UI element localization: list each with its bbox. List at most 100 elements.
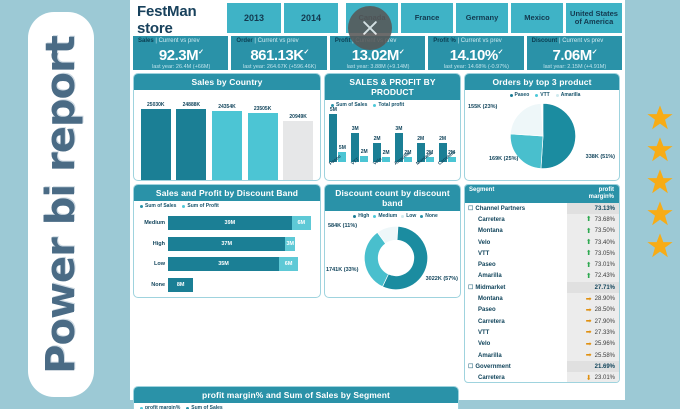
table-row[interactable]: VTT ⬆ 73.05% <box>465 248 619 260</box>
card-sales-profit-by-product[interactable]: SALES & PROFIT BY PRODUCT Sum of Sales T… <box>324 73 461 181</box>
table-row[interactable]: ☐ Channel Partners 73.13% <box>465 203 619 215</box>
expand-icon[interactable]: ☐ <box>468 364 474 371</box>
band-row[interactable]: Low 35M 6M <box>136 257 314 272</box>
table-row[interactable]: Carretera ⬇ 23.01% <box>465 372 619 382</box>
row-value-text: 25.58% <box>594 352 615 359</box>
legend-swatch <box>535 93 539 97</box>
card-sales-by-country[interactable]: Sales by Country 25030K 24888K 24354K 23505… <box>133 73 321 181</box>
pie-slice[interactable] <box>382 225 429 291</box>
bar-group[interactable]: 23505K <box>247 102 278 180</box>
legend-swatch <box>353 214 357 218</box>
country-slicer-option[interactable]: France <box>401 3 453 33</box>
row-value-text: 73.68% <box>594 216 615 223</box>
bar-group[interactable]: 2M 2M <box>416 114 434 162</box>
table-row[interactable]: Amarilla ⬆ 72.43% <box>465 270 619 283</box>
band-row[interactable]: Medium 39M 6M <box>136 216 314 231</box>
pie-plot: 155K (23%) 169K (25%) 338K (51%) <box>465 98 619 180</box>
table-row[interactable]: Velo ⬆ 73.40% <box>465 236 619 249</box>
bar-group[interactable]: 5M 5M <box>329 107 347 162</box>
legend-swatch <box>331 103 334 107</box>
country-slicer-option[interactable]: United States of America <box>566 3 622 33</box>
legend-item: Low <box>401 213 416 219</box>
legend-swatch <box>186 406 190 409</box>
table-row[interactable]: Paseo ⬆ 73.01% <box>465 259 619 271</box>
trend-up-icon: ⬆ <box>585 227 592 235</box>
bar-group[interactable]: 3M 2M <box>351 114 369 162</box>
bar-group[interactable]: 25030K <box>140 102 171 180</box>
row-value-text: 72.43% <box>594 273 615 280</box>
band-label: None <box>151 281 165 288</box>
table-row[interactable]: Montana ⬆ 73.50% <box>465 225 619 237</box>
card-title: Orders by top 3 product <box>465 74 619 90</box>
legend-label: Total profit <box>378 102 405 108</box>
row-value-text: 23.01% <box>594 375 615 382</box>
kpi-trend-mark: ✓ <box>198 49 204 56</box>
row-value-text: 73.40% <box>594 239 615 246</box>
table-row[interactable]: Amarilla ➡ 25.58% <box>465 349 619 362</box>
expand-icon[interactable]: ☐ <box>468 285 474 292</box>
kpi-subtext: last year: 3.88M (+9.14M) <box>346 64 410 70</box>
bar <box>211 111 242 180</box>
visual-row-1: Sales by Country 25030K 24888K 24354K 23505… <box>133 73 622 181</box>
country-slicer-option[interactable]: Germany <box>456 3 508 33</box>
visual-row-2: Sales and Profit by Discount Band Sum of… <box>133 184 622 383</box>
close-icon[interactable] <box>348 6 392 50</box>
dashboard-canvas: FestMan store Financial analysis report … <box>130 0 625 409</box>
bar-group[interactable]: 2M 2M <box>438 114 456 162</box>
star-icon <box>647 201 673 226</box>
card-sales-profit-by-discount-band[interactable]: Sales and Profit by Discount Band Sum of… <box>133 184 321 298</box>
bar-group[interactable]: 24354K <box>211 102 242 180</box>
table-row[interactable]: ☐ Midmarket 27.71% <box>465 282 619 294</box>
legend: Sum of Sales Sum of Profit <box>134 201 320 209</box>
row-value-text: 27.71% <box>594 284 615 291</box>
bar-profit: 2M <box>382 150 391 162</box>
bar-sales: 35M <box>168 257 280 272</box>
bar-group[interactable]: 3M 2M <box>394 114 412 162</box>
year-slicer-option[interactable]: 2013 <box>227 3 281 33</box>
band-row[interactable]: High 37M 3M <box>136 236 314 251</box>
year-slicer-option[interactable]: 2014 <box>284 3 338 33</box>
table-row[interactable]: Paseo ➡ 28.50% <box>465 304 619 316</box>
kpi-value: 7.06M✓ <box>552 47 598 64</box>
pie-slice[interactable] <box>510 133 544 169</box>
card-discount-count-by-band[interactable]: Discount count by discount band High Med… <box>324 184 461 298</box>
bar-sales: 2M <box>438 136 447 162</box>
bar-value-label: 2M <box>439 136 447 142</box>
band-row[interactable]: None 8M <box>136 277 314 292</box>
row-value: ➡ 27.90% <box>567 315 619 328</box>
kpi-header: Profit % | Current vs prev <box>433 38 519 45</box>
kpi-card[interactable]: Order | Current vs prev 861.13K✓ last year… <box>231 36 327 70</box>
row-label-text: Carretera <box>478 216 505 223</box>
table-row[interactable]: Carretera ⬆ 73.68% <box>465 214 619 226</box>
trend-up-icon: ⬆ <box>585 216 592 224</box>
bar-group[interactable]: 2M 2M <box>373 114 391 162</box>
table-row[interactable]: Velo ➡ 25.96% <box>465 338 619 350</box>
row-label-text: Montana <box>478 228 503 235</box>
pie-label-paseo: 338K (51%) <box>585 154 615 160</box>
card-profit-margin-sales-by-segment[interactable]: profit margin% and Sum of Sales by Segme… <box>133 386 459 409</box>
expand-icon[interactable]: ☐ <box>468 206 474 213</box>
kpi-card[interactable]: Profit % | Current vs prev 14.10%✓ last ye… <box>428 36 524 70</box>
table-row[interactable]: VTT ➡ 27.33% <box>465 327 619 339</box>
bar-group[interactable]: 20949K <box>283 102 314 180</box>
donut-label-medium: 1741K (33%) <box>326 267 359 273</box>
table-row[interactable]: Montana ➡ 28.90% <box>465 293 619 305</box>
pie-slice[interactable] <box>540 103 576 169</box>
card-title: Discount count by discount band <box>325 185 460 211</box>
row-value: 27.71% <box>567 282 619 294</box>
kpi-card[interactable]: Discount | Current vs prev 7.06M✓ last yea… <box>526 36 623 70</box>
table-row[interactable]: Carretera ➡ 27.90% <box>465 315 619 328</box>
legend-item: High <box>353 213 369 219</box>
year-slicer[interactable]: 2013 2014 <box>227 3 338 33</box>
bar-group[interactable]: 24888K <box>176 102 207 180</box>
pie-slice[interactable] <box>510 103 544 137</box>
pie-slice[interactable] <box>376 226 399 245</box>
legend-label: Sum of Profit <box>187 203 219 209</box>
bar-value-label: 24354K <box>218 104 236 110</box>
row-label: Amarilla <box>465 353 567 359</box>
kpi-card[interactable]: Sales | Current vs prev 92.3M✓ last year: … <box>133 36 229 70</box>
country-slicer-option[interactable]: Mexico <box>511 3 563 33</box>
card-orders-by-top3-product[interactable]: Orders by top 3 product Paseo VTT Amaril… <box>464 73 620 181</box>
table-row[interactable]: ☐ Government 21.69% <box>465 361 619 373</box>
card-segment-profit-margin-table[interactable]: Segment profit margin% ☐ Channel Partners… <box>464 184 620 383</box>
